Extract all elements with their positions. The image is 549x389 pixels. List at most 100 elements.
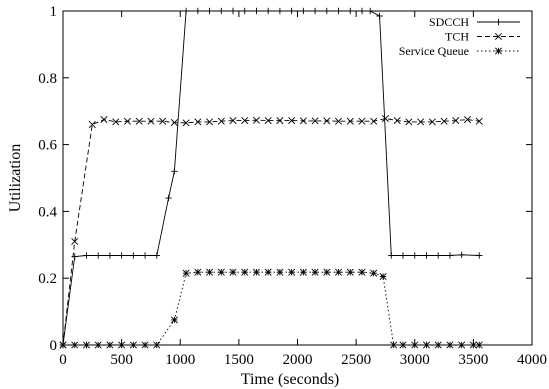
data-point-tch bbox=[346, 117, 354, 125]
x-tick-label: 2000 bbox=[283, 352, 313, 368]
marker-stroke bbox=[405, 118, 413, 126]
marker-stroke bbox=[288, 268, 296, 276]
x-tick-label: 1000 bbox=[165, 352, 195, 368]
data-point-service-queue bbox=[217, 268, 225, 276]
marker-stroke bbox=[475, 341, 483, 349]
marker-stroke bbox=[82, 341, 90, 349]
y-tick-label: 0 bbox=[50, 338, 58, 354]
marker-stroke bbox=[135, 117, 143, 125]
data-point-tch bbox=[370, 117, 378, 125]
marker-stroke bbox=[393, 117, 401, 125]
marker-stroke bbox=[494, 47, 503, 55]
y-axis-ticks: 0 0.2 0.4 0.6 0.8 1 bbox=[38, 4, 532, 354]
x-axis-ticks: 0 500 1000 1500 2000 2500 3000 3500 4000 bbox=[59, 11, 547, 368]
data-point-sdcch bbox=[130, 252, 137, 259]
y-tick-label: 0.4 bbox=[38, 204, 57, 220]
marker-stroke bbox=[182, 269, 190, 277]
data-point-tch bbox=[112, 118, 120, 126]
marker-stroke bbox=[159, 117, 167, 125]
marker-stroke bbox=[358, 117, 366, 125]
marker-stroke bbox=[463, 116, 472, 124]
marker-stroke bbox=[252, 116, 260, 124]
data-point-tch bbox=[194, 118, 202, 126]
data-point-service-queue bbox=[288, 268, 296, 276]
data-point-tch bbox=[252, 116, 260, 124]
data-point-tch bbox=[159, 117, 167, 125]
marker-stroke bbox=[206, 118, 214, 126]
marker-stroke bbox=[311, 117, 319, 125]
legend-item-tch: TCH bbox=[445, 30, 520, 44]
marker-stroke bbox=[452, 117, 460, 125]
data-point-sdcch bbox=[347, 7, 354, 15]
marker-stroke bbox=[71, 237, 79, 245]
data-point-tch bbox=[311, 117, 319, 125]
marker-stroke bbox=[323, 117, 331, 125]
series-layer bbox=[59, 7, 483, 349]
legend-item-service-queue: Service Queue bbox=[399, 44, 520, 58]
marker-stroke bbox=[170, 316, 178, 324]
marker-stroke bbox=[129, 341, 137, 349]
data-point-sdcch bbox=[366, 7, 374, 15]
legend-item-sdcch: SDCCH bbox=[429, 15, 520, 29]
marker-stroke bbox=[217, 268, 225, 276]
data-point-service-queue bbox=[82, 341, 90, 349]
marker-stroke bbox=[112, 118, 120, 126]
data-point-service-queue bbox=[129, 341, 137, 349]
data-point-tch bbox=[135, 117, 143, 125]
x-axis-label: Time (seconds) bbox=[241, 371, 340, 388]
y-tick-label: 1 bbox=[50, 4, 58, 20]
data-point-sdcch bbox=[83, 252, 90, 259]
data-point-service-queue bbox=[252, 268, 260, 276]
marker-stroke bbox=[288, 117, 296, 125]
data-point-service-queue bbox=[264, 268, 272, 276]
data-point-service-queue bbox=[94, 341, 102, 349]
data-point-tch bbox=[229, 117, 237, 125]
x-tick-label: 3000 bbox=[400, 352, 430, 368]
marker-stroke bbox=[229, 117, 237, 125]
data-point-tch bbox=[440, 117, 448, 125]
marker-stroke bbox=[346, 117, 354, 125]
marker-stroke bbox=[276, 117, 284, 125]
data-point-tch bbox=[206, 118, 214, 126]
data-point-tch bbox=[463, 116, 472, 124]
data-point-tch bbox=[241, 117, 249, 125]
marker-stroke bbox=[241, 268, 249, 276]
data-point-sdcch bbox=[94, 252, 102, 259]
data-point-sdcch bbox=[264, 7, 272, 15]
data-point-tch bbox=[393, 117, 401, 125]
data-point-service-queue bbox=[475, 341, 483, 349]
marker-stroke bbox=[106, 341, 114, 349]
data-point-tch bbox=[71, 237, 79, 245]
marker-stroke bbox=[358, 268, 366, 276]
data-point-tch bbox=[170, 119, 178, 127]
data-point-sdcch bbox=[288, 7, 295, 15]
data-point-sdcch bbox=[229, 7, 237, 15]
marker-stroke bbox=[428, 118, 436, 126]
data-point-service-queue bbox=[276, 268, 284, 276]
data-point-sdcch bbox=[171, 168, 178, 175]
x-tick-label: 4000 bbox=[517, 352, 547, 368]
x-tick-label: 500 bbox=[110, 352, 133, 368]
data-point-service-queue bbox=[106, 341, 114, 349]
data-point-service-queue bbox=[379, 273, 387, 281]
marker-stroke bbox=[446, 341, 454, 349]
data-point-service-queue bbox=[311, 268, 319, 276]
marker-stroke bbox=[141, 341, 149, 349]
marker-stroke bbox=[494, 32, 503, 41]
marker-stroke bbox=[390, 341, 398, 349]
x-tick-label: 3500 bbox=[458, 352, 488, 368]
marker-stroke bbox=[276, 268, 284, 276]
data-point-service-queue bbox=[346, 268, 354, 276]
marker-stroke bbox=[153, 341, 161, 349]
marker-stroke bbox=[346, 268, 354, 276]
marker-stroke bbox=[100, 116, 108, 124]
data-point-service-queue bbox=[194, 268, 202, 276]
marker-stroke bbox=[475, 117, 483, 125]
marker-stroke bbox=[411, 341, 419, 349]
data-point-tch bbox=[182, 119, 190, 127]
data-point-sdcch bbox=[253, 7, 260, 15]
data-point-service-queue bbox=[370, 269, 378, 277]
data-point-tch bbox=[147, 117, 155, 125]
data-point-tch bbox=[100, 116, 108, 124]
marker-stroke bbox=[206, 268, 214, 276]
